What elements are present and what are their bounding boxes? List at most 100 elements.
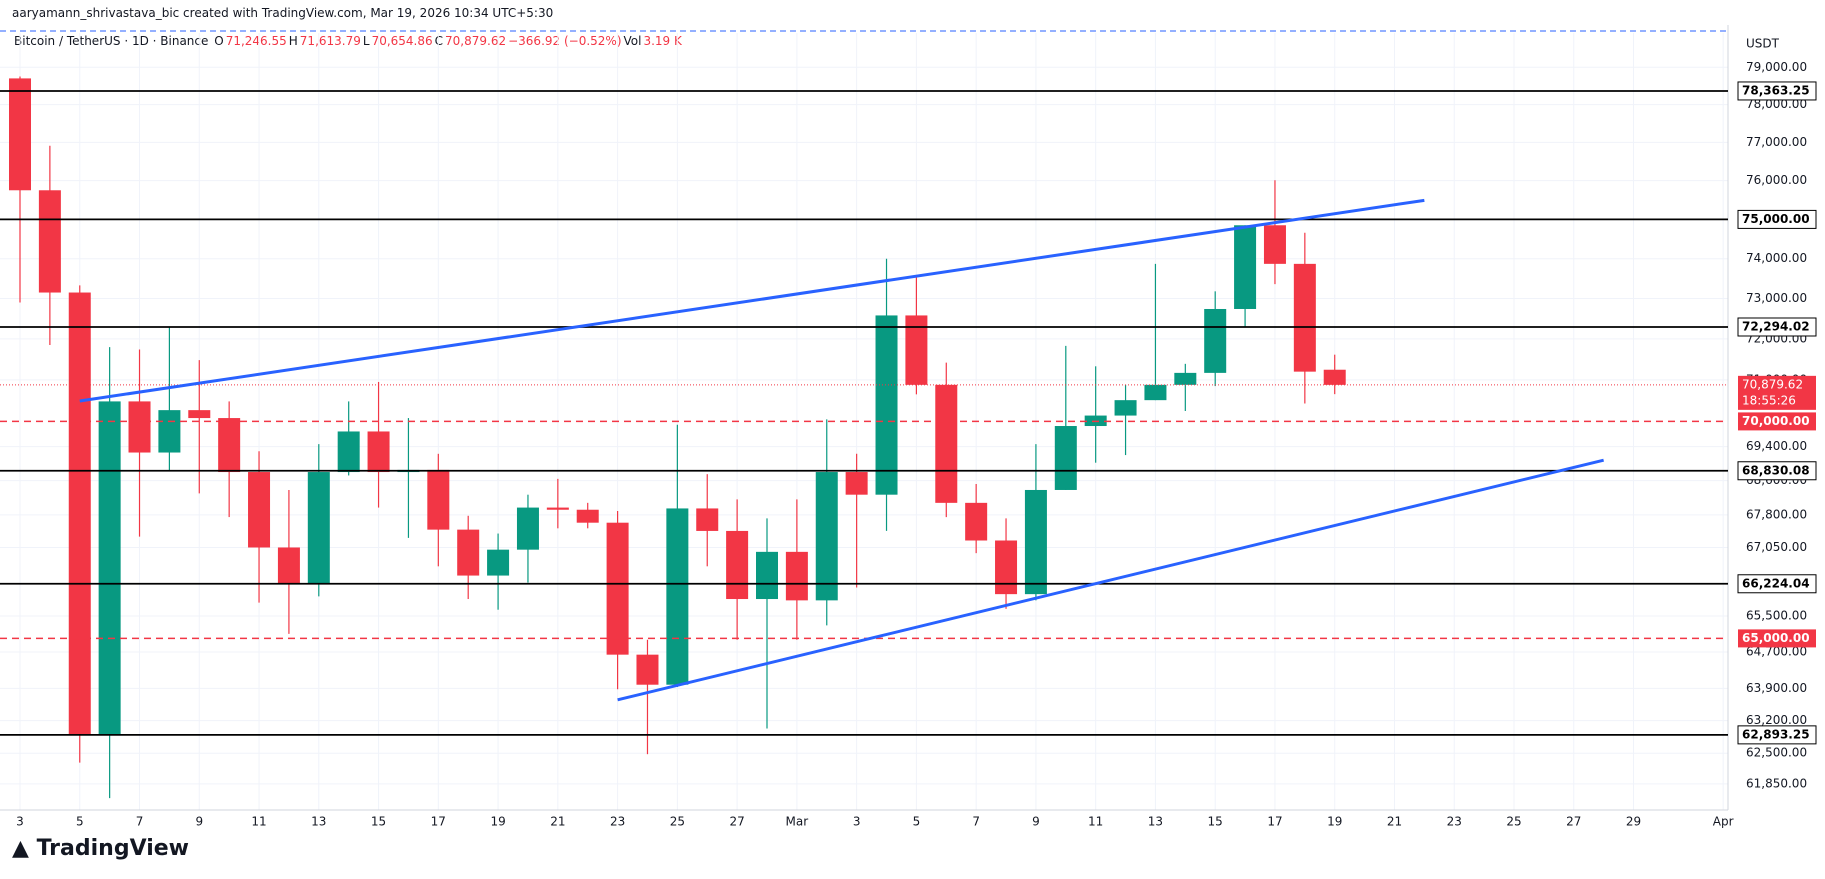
watermark: ▲ TradingView	[12, 836, 189, 861]
x-tick-label: 11	[1088, 815, 1103, 829]
candle-body	[875, 315, 898, 495]
x-tick-label: 17	[1267, 815, 1282, 829]
candle-body	[516, 507, 539, 550]
x-tick-label: 23	[1447, 815, 1462, 829]
level-label: 68,830.08	[1742, 463, 1810, 477]
level-label-box	[1737, 574, 1817, 594]
candle-body	[128, 401, 151, 453]
candle-body	[546, 507, 569, 510]
candle-body	[1234, 225, 1257, 309]
x-tick-label: 27	[1566, 815, 1581, 829]
candle-body	[726, 530, 749, 600]
candle-body	[427, 469, 450, 530]
y-tick-label: 77,000.00	[1746, 135, 1807, 149]
ohlc-label: H	[288, 34, 298, 48]
x-tick-label: 19	[490, 815, 505, 829]
x-tick-label: 27	[729, 815, 744, 829]
candle-body	[98, 401, 121, 735]
vol-value: 3.19 K	[643, 34, 682, 48]
y-tick-label: 63,900.00	[1746, 681, 1807, 695]
candle-body	[277, 547, 300, 584]
y-tick-label: 67,800.00	[1746, 507, 1807, 521]
candle-body	[1114, 400, 1137, 416]
candle-body	[995, 540, 1018, 595]
candle-body	[1263, 225, 1286, 264]
x-tick-label: 3	[853, 815, 861, 829]
candle-body	[1024, 489, 1047, 595]
candle-body	[218, 418, 241, 473]
last-price-label: 70,879.62	[1742, 377, 1803, 391]
x-tick-label: 25	[1506, 815, 1521, 829]
candle-body	[248, 472, 271, 548]
level-label: 75,000.00	[1742, 212, 1810, 226]
ohlc-label: O	[214, 34, 224, 48]
ohlc-label: L	[362, 34, 370, 48]
x-tick-label: 15	[371, 815, 386, 829]
x-tick-label: Apr	[1713, 815, 1734, 829]
y-tick-label: 76,000.00	[1746, 173, 1807, 187]
candle-body	[457, 529, 480, 576]
candle-body	[158, 410, 181, 453]
y-tick-label: 69,400.00	[1746, 439, 1807, 453]
candle-body	[1323, 369, 1346, 385]
candle-body	[337, 431, 360, 473]
x-tick-label: 17	[431, 815, 446, 829]
candle-body	[367, 431, 390, 473]
candle-body	[785, 551, 808, 601]
symbol-header: Bitcoin / TetherUS · 1D · Binance O 71,24…	[14, 34, 684, 48]
candle-body	[1293, 263, 1316, 372]
ohlc-value: 70,654.86	[371, 34, 433, 48]
top-text: aaryamann_shrivastava_bic created with T…	[12, 6, 554, 20]
ohlc-label: C	[434, 34, 444, 48]
x-tick-label: Mar	[786, 815, 809, 829]
symbol: Bitcoin / TetherUS · 1D · Binance	[14, 34, 209, 48]
x-tick-label: 7	[972, 815, 980, 829]
level-label-box	[1737, 209, 1817, 229]
y-tick-label: 73,000.00	[1746, 291, 1807, 305]
y-tick-label: 62,500.00	[1746, 746, 1807, 760]
level-label-box	[1738, 629, 1816, 648]
candle-body	[1204, 308, 1227, 373]
vol-label: Vol	[623, 34, 642, 48]
x-tick-label: 25	[670, 815, 685, 829]
candle-body	[188, 410, 211, 419]
level-label: 70,000.00	[1742, 414, 1810, 428]
x-tick-label: 15	[1208, 815, 1223, 829]
x-tick-label: 5	[76, 815, 84, 829]
x-tick-label: 9	[195, 815, 203, 829]
candle-body	[636, 654, 659, 685]
y-tick-label: 67,050.00	[1746, 540, 1807, 554]
candle-body	[905, 315, 928, 385]
x-tick-label: 9	[1032, 815, 1040, 829]
candle-body	[9, 78, 31, 191]
candle-body	[965, 502, 988, 541]
x-tick-label: 23	[610, 815, 625, 829]
change: −366.92 (−0.52%)	[508, 34, 622, 48]
y-tick-label: 65,500.00	[1746, 608, 1807, 622]
candle-body	[606, 522, 629, 655]
candle-body	[68, 292, 91, 735]
currency: USDT	[1746, 37, 1780, 51]
level-label: 66,224.04	[1742, 576, 1810, 590]
level-label-box	[1737, 81, 1817, 101]
candle-body	[1174, 372, 1197, 385]
level-label-box	[1738, 412, 1816, 431]
candle-body	[696, 508, 719, 531]
candle-body	[38, 190, 61, 293]
x-tick-label: 5	[913, 815, 921, 829]
candle-body	[815, 472, 838, 601]
candle-body	[935, 384, 958, 503]
candle-body	[576, 509, 599, 523]
y-tick-label: 63,200.00	[1746, 713, 1807, 727]
candle-body	[1054, 426, 1077, 490]
level-label-box	[1737, 317, 1817, 337]
candle-body	[307, 472, 330, 584]
level-label: 72,294.02	[1742, 319, 1810, 333]
level-label: 65,000.00	[1742, 631, 1810, 645]
countdown: 18:55:26	[1742, 393, 1796, 407]
ohlc-value: 70,879.62	[445, 34, 507, 48]
level-label: 78,363.25	[1742, 83, 1810, 97]
y-tick-label: 79,000.00	[1746, 60, 1807, 74]
candle-body	[756, 551, 778, 600]
